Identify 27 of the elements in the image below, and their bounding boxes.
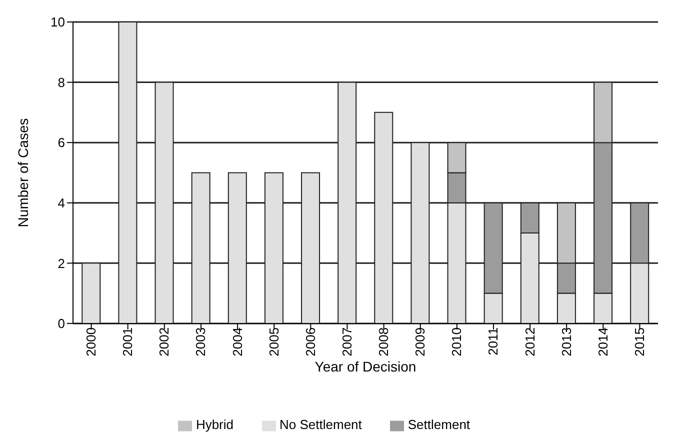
x-tick-label: 2002 — [156, 327, 172, 356]
x-tick-label: 2004 — [230, 327, 245, 356]
y-tick-label: 2 — [58, 256, 65, 271]
x-tick-label: 2010 — [449, 327, 464, 356]
x-tick-label: 2006 — [302, 327, 318, 356]
x-tick-label: 2011 — [486, 327, 501, 356]
legend-label: No Settlement — [280, 417, 362, 432]
y-tick-label: 8 — [58, 74, 65, 90]
y-tick-label: 0 — [58, 316, 65, 332]
x-tick-label: 2003 — [193, 327, 208, 356]
y-axis-title: Number of Cases — [14, 118, 31, 228]
legend-label: Hybrid — [196, 417, 234, 432]
x-tick-label: 2009 — [412, 327, 428, 356]
x-tick-label: 2014 — [595, 327, 610, 356]
x-tick-label: 2007 — [339, 327, 354, 356]
x-axis-title: Year of Decision — [314, 358, 416, 374]
x-tick-label: 2001 — [120, 327, 136, 356]
x-tick-label: 2005 — [266, 327, 282, 356]
y-tick-label: 6 — [58, 135, 65, 150]
x-tick-label: 2000 — [84, 327, 99, 356]
x-tick-label: 2013 — [558, 327, 574, 356]
x-tick-label: 2012 — [522, 327, 538, 356]
y-tick-label: 10 — [50, 14, 65, 30]
legend-label: Settlement — [408, 417, 470, 432]
x-tick-label: 2008 — [376, 327, 392, 356]
y-tick-label: 4 — [58, 195, 65, 210]
x-tick-label: 2015 — [632, 327, 647, 356]
